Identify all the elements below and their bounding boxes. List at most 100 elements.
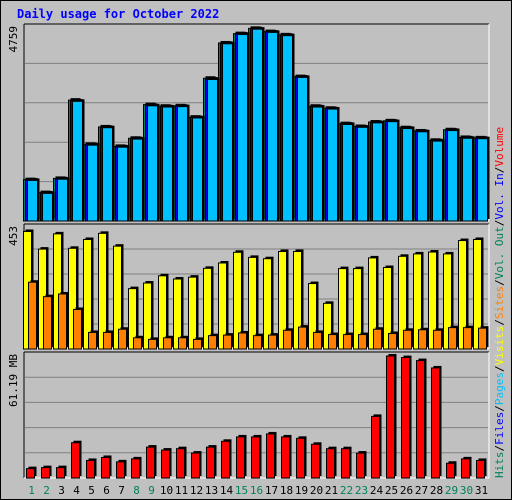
day-label-15: 15 bbox=[235, 484, 248, 497]
day-label-3: 3 bbox=[58, 484, 65, 497]
bar-pages-day-24 bbox=[372, 122, 383, 222]
bar-pages-day-8 bbox=[132, 138, 143, 222]
day-label-16: 16 bbox=[250, 484, 263, 497]
bar-pages-day-10 bbox=[162, 106, 173, 222]
bar-pages-day-14 bbox=[222, 43, 233, 222]
bar-sites-day-22 bbox=[343, 334, 352, 350]
day-label-6: 6 bbox=[103, 484, 110, 497]
day-label-17: 17 bbox=[265, 484, 278, 497]
max-label-volume: 61.19 MB bbox=[7, 354, 20, 407]
bar-sites-day-7 bbox=[118, 328, 127, 350]
bar-volume-day-26 bbox=[401, 357, 410, 479]
bar-visits-day-18 bbox=[278, 251, 287, 350]
day-label-11: 11 bbox=[175, 484, 188, 497]
bar-pages-day-1 bbox=[27, 179, 38, 222]
bar-pages-day-12 bbox=[192, 117, 203, 222]
bar-visits-day-30 bbox=[458, 240, 467, 350]
bar-sites-day-31 bbox=[478, 327, 487, 350]
bar-volume-day-30 bbox=[461, 458, 470, 479]
legend-vol-out: Vol. Out bbox=[493, 226, 506, 279]
day-label-4: 4 bbox=[73, 484, 80, 497]
bar-volume-day-9 bbox=[146, 446, 155, 479]
bar-volume-day-25 bbox=[386, 355, 395, 479]
day-label-12: 12 bbox=[190, 484, 203, 497]
bar-volume-day-6 bbox=[101, 456, 110, 479]
bar-sites-day-10 bbox=[163, 337, 172, 350]
legend-sites: Sites bbox=[493, 286, 506, 319]
bar-visits-day-25 bbox=[383, 267, 392, 350]
day-label-21: 21 bbox=[325, 484, 338, 497]
legend-hits: Hits bbox=[493, 452, 506, 479]
bar-pages-day-18 bbox=[282, 35, 293, 222]
day-label-29: 29 bbox=[445, 484, 458, 497]
bar-visits-day-15 bbox=[233, 251, 242, 350]
bar-sites-day-6 bbox=[103, 331, 112, 350]
bar-pages-day-16 bbox=[252, 28, 263, 222]
bar-sites-day-18 bbox=[283, 329, 292, 350]
bar-volume-day-22 bbox=[341, 448, 350, 479]
bar-sites-day-4 bbox=[73, 308, 82, 350]
bar-sites-day-21 bbox=[328, 334, 337, 350]
day-label-25: 25 bbox=[385, 484, 398, 497]
bar-sites-day-19 bbox=[298, 326, 307, 350]
bar-visits-day-20 bbox=[308, 283, 317, 350]
bar-visits-day-21 bbox=[323, 302, 332, 350]
bar-visits-day-31 bbox=[473, 238, 482, 350]
bar-visits-day-5 bbox=[83, 238, 92, 350]
bar-visits-day-10 bbox=[158, 275, 167, 350]
day-label-27: 27 bbox=[415, 484, 428, 497]
bar-volume-day-2 bbox=[41, 467, 50, 479]
bar-volume-day-17 bbox=[266, 433, 275, 479]
bar-sites-day-11 bbox=[178, 337, 187, 350]
bar-volume-day-10 bbox=[161, 449, 170, 479]
bar-volume-day-13 bbox=[206, 446, 215, 479]
bar-pages-day-23 bbox=[357, 126, 368, 222]
day-label-5: 5 bbox=[88, 484, 95, 497]
bar-volume-day-1 bbox=[26, 468, 35, 479]
bar-volume-day-11 bbox=[176, 448, 185, 479]
day-label-22: 22 bbox=[340, 484, 353, 497]
legend-volume: Volume bbox=[493, 127, 506, 167]
bar-sites-day-17 bbox=[268, 334, 277, 350]
bar-sites-day-15 bbox=[238, 332, 247, 350]
legend-separator: / bbox=[493, 445, 506, 452]
bar-pages-day-17 bbox=[267, 31, 278, 222]
legend-vol-in: Vol. In bbox=[493, 173, 506, 219]
day-label-1: 1 bbox=[28, 484, 35, 497]
legend-pages: Pages bbox=[493, 372, 506, 405]
bar-volume-day-16 bbox=[251, 436, 260, 479]
bar-pages-day-6 bbox=[102, 127, 113, 222]
bar-pages-day-19 bbox=[297, 76, 308, 222]
bar-pages-day-25 bbox=[387, 121, 398, 222]
max-label-visits-sites: 453 bbox=[7, 226, 20, 246]
bar-sites-day-26 bbox=[403, 329, 412, 350]
bar-volume-day-18 bbox=[281, 436, 290, 479]
bar-pages-day-31 bbox=[477, 138, 488, 222]
bar-visits-day-19 bbox=[293, 251, 302, 350]
bar-pages-day-22 bbox=[342, 123, 353, 222]
bar-volume-day-3 bbox=[56, 467, 65, 479]
day-label-20: 20 bbox=[310, 484, 323, 497]
bar-volume-day-24 bbox=[371, 415, 380, 479]
bar-pages-day-29 bbox=[447, 130, 458, 222]
bar-visits-day-28 bbox=[428, 251, 437, 350]
day-label-8: 8 bbox=[133, 484, 140, 497]
bar-volume-day-5 bbox=[86, 459, 95, 479]
bar-pages-day-13 bbox=[207, 78, 218, 222]
bar-sites-day-20 bbox=[313, 331, 322, 350]
legend-separator: / bbox=[493, 220, 506, 227]
bar-sites-day-25 bbox=[388, 333, 397, 350]
bar-visits-day-9 bbox=[143, 282, 152, 350]
bar-visits-day-13 bbox=[203, 267, 212, 350]
day-label-31: 31 bbox=[475, 484, 488, 497]
day-label-13: 13 bbox=[205, 484, 218, 497]
bar-volume-day-7 bbox=[116, 461, 125, 479]
day-label-7: 7 bbox=[118, 484, 125, 497]
bar-volume-day-20 bbox=[311, 443, 320, 479]
bar-sites-day-29 bbox=[448, 327, 457, 350]
day-label-30: 30 bbox=[460, 484, 473, 497]
bar-volume-day-21 bbox=[326, 448, 335, 479]
bar-visits-day-27 bbox=[413, 253, 422, 350]
bar-sites-day-14 bbox=[223, 334, 232, 350]
